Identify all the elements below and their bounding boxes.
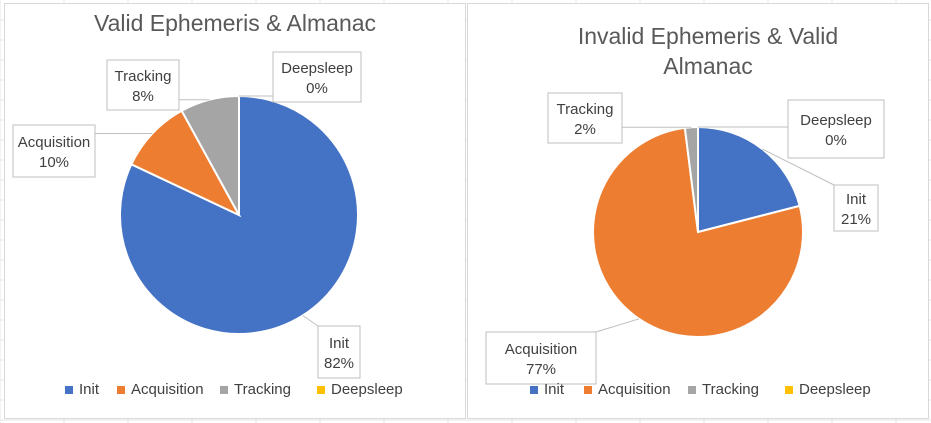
leader-line-init — [762, 148, 835, 186]
legend-item-init[interactable]: Init — [79, 381, 100, 398]
leader-line-init — [302, 315, 319, 327]
data-label-box-acquisition — [12, 124, 96, 178]
pie-slice-init[interactable] — [697, 125, 801, 234]
pie-chart-left: Valid Ephemeris & Almanac Init 82% Acquisi… — [12, 10, 403, 398]
data-label-category-tracking: Tracking — [115, 68, 172, 85]
data-label-category-init: Init — [329, 335, 350, 352]
chart-title: Valid Ephemeris & Almanac — [94, 10, 376, 36]
data-label-value-deepsleep: 0% — [825, 132, 847, 149]
legend-swatch-init — [530, 386, 538, 394]
legend-swatch-tracking — [220, 386, 228, 394]
data-label-category-deepsleep: Deepsleep — [800, 112, 872, 129]
data-label-value-init: 21% — [841, 211, 871, 228]
legend-swatch-acquisition — [584, 386, 592, 394]
data-label-value-tracking: 2% — [574, 121, 596, 138]
data-label-box-init — [833, 184, 879, 232]
legend-item-deepsleep[interactable]: Deepsleep — [331, 381, 403, 398]
legend-item-tracking[interactable]: Tracking — [234, 381, 291, 398]
chart-panel-left[interactable]: Valid Ephemeris & Almanac Init 82% Acquisi… — [4, 3, 466, 419]
pie-slice-tracking[interactable] — [180, 94, 240, 216]
data-label-box-tracking — [106, 59, 180, 111]
chart-title-line-2: Almanac — [663, 53, 752, 79]
data-label-value-deepsleep: 0% — [306, 80, 328, 97]
legend-item-acquisition[interactable]: Acquisition — [131, 381, 204, 398]
data-label-value-acquisition: 10% — [39, 154, 69, 171]
data-label-value-init: 82% — [324, 355, 354, 372]
legend-swatch-tracking — [688, 386, 696, 394]
pie-slice-acquisition[interactable] — [129, 109, 242, 218]
data-label-box-deepsleep — [272, 51, 362, 103]
data-label-box-deepsleep — [787, 99, 885, 159]
legend-item-deepsleep[interactable]: Deepsleep — [799, 381, 871, 398]
legend-swatch-init — [65, 386, 73, 394]
data-label-category-tracking: Tracking — [557, 101, 614, 118]
data-label-value-acquisition: 77% — [526, 361, 556, 378]
legend-swatch-acquisition — [117, 386, 125, 394]
chart-title-line-1: Invalid Ephemeris & Valid — [578, 23, 838, 49]
leader-line-acquisition — [595, 318, 640, 333]
pie-chart-right: Invalid Ephemeris & Valid Almanac Init 21… — [485, 23, 885, 398]
legend-item-tracking[interactable]: Tracking — [702, 381, 759, 398]
legend-swatch-deepsleep — [317, 386, 325, 394]
data-label-category-acquisition: Acquisition — [18, 134, 91, 151]
chart-panel-right[interactable]: Invalid Ephemeris & Valid Almanac Init 21… — [467, 3, 929, 419]
data-label-value-tracking: 8% — [132, 88, 154, 105]
legend-item-acquisition[interactable]: Acquisition — [598, 381, 671, 398]
data-label-box-init — [317, 325, 361, 379]
legend-item-init[interactable]: Init — [544, 381, 565, 398]
data-label-box-tracking — [547, 92, 623, 144]
legend-swatch-deepsleep — [785, 386, 793, 394]
data-label-category-deepsleep: Deepsleep — [281, 60, 353, 77]
data-label-category-init: Init — [846, 191, 867, 208]
data-label-box-acquisition — [485, 331, 597, 385]
data-label-category-acquisition: Acquisition — [505, 341, 578, 358]
